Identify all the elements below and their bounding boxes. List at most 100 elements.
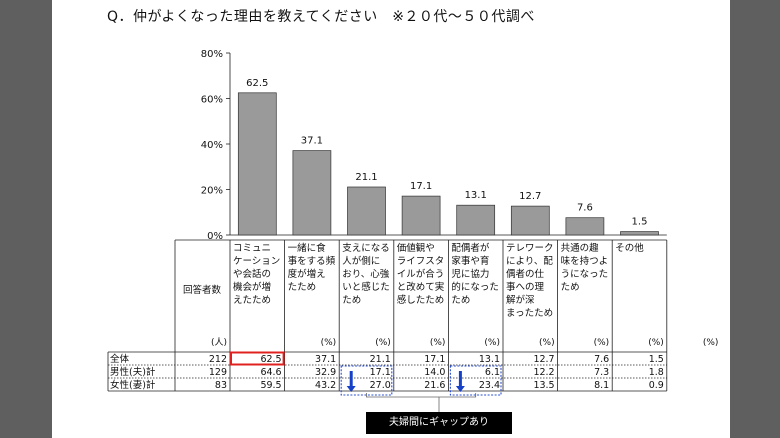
- gap-arrow-head: [455, 386, 465, 392]
- table-cell-value: 14.0: [424, 367, 445, 378]
- gap-dashed-box: [340, 365, 393, 396]
- row-count: 83: [215, 380, 227, 391]
- unit-label: (%): [648, 338, 664, 348]
- table-cell-value: 7.6: [594, 354, 609, 365]
- y-tick-label: 0%: [207, 231, 223, 242]
- category-label: 的になった: [451, 281, 499, 293]
- bar: [237, 92, 277, 236]
- table-cell-value: 32.9: [315, 367, 336, 378]
- bar-value-label: 13.1: [465, 190, 487, 201]
- row-count: 212: [209, 354, 227, 365]
- category-label: 価値観や: [397, 242, 435, 254]
- bar: [510, 205, 550, 236]
- table-cell-value: 0.9: [649, 380, 664, 391]
- category-label: ため: [342, 295, 361, 306]
- category-label: その他: [615, 242, 644, 254]
- table-cell-value: 12.2: [533, 367, 554, 378]
- gap-dashed-box: [449, 365, 502, 396]
- unit-label: (%): [594, 338, 610, 348]
- bar-value-label: 17.1: [410, 181, 432, 192]
- unit-label: (%): [703, 338, 719, 348]
- table-cell-value: 23.4: [479, 380, 500, 391]
- row-label: 女性(妻)計: [110, 379, 156, 391]
- table-cell-value: 27.0: [370, 380, 391, 391]
- bar-value-label: 62.5: [246, 78, 268, 89]
- category-label: 感したため: [397, 294, 445, 306]
- category-label: 度が増え: [288, 268, 326, 280]
- table-cell-value: 6.1: [485, 367, 500, 378]
- category-label: ため: [561, 282, 580, 293]
- category-label: 共通の趣: [561, 242, 600, 254]
- table-cell-value: 17.1: [424, 354, 445, 365]
- bar: [292, 150, 332, 236]
- category-label: イルが合う: [397, 268, 445, 280]
- category-label: 人が側に: [342, 255, 380, 267]
- gap-arrow-head: [346, 386, 356, 392]
- highlight-box: [230, 351, 285, 366]
- callout-connector: [366, 393, 477, 398]
- y-tick-label: 60%: [201, 95, 223, 106]
- category-label: 支えになる: [342, 242, 390, 254]
- table-cell-value: 62.5: [260, 354, 281, 365]
- category-label: 一緒に食: [288, 242, 327, 254]
- category-label: 事をする頻: [288, 255, 336, 267]
- category-label: と改めて実: [397, 281, 445, 293]
- category-label: 解が深: [506, 294, 535, 306]
- table-header-label: 回答者数: [183, 284, 222, 296]
- bar-value-label: 1.5: [632, 217, 648, 228]
- category-label: えたため: [233, 295, 271, 306]
- bar: [347, 186, 386, 236]
- table-cell-value: 12.7: [533, 354, 554, 365]
- category-label: テレワーク: [506, 243, 554, 254]
- unit-label: (%): [375, 338, 391, 348]
- table-cell-value: 13.5: [533, 380, 554, 391]
- category-label: 味を持つよ: [561, 255, 609, 267]
- table-cell-value: 8.1: [594, 380, 609, 391]
- category-label: ため: [451, 295, 470, 306]
- category-label: まったため: [506, 308, 553, 319]
- row-label: 全体: [110, 353, 130, 365]
- category-label: おり、心強: [342, 268, 390, 280]
- bar-value-label: 37.1: [301, 136, 323, 147]
- bar-value-label: 21.1: [355, 172, 377, 183]
- bar: [620, 231, 659, 236]
- row-count: 129: [209, 367, 227, 378]
- bar: [565, 217, 605, 236]
- table-cell-value: 21.1: [370, 354, 391, 365]
- table-cell-value: 17.1: [370, 367, 391, 378]
- table-cell-value: 13.1: [479, 354, 500, 365]
- unit-label: (人): [211, 337, 227, 348]
- category-label: たため: [288, 282, 317, 293]
- row-label: 男性(夫)計: [110, 366, 156, 378]
- table-cell-value: 21.6: [424, 380, 445, 391]
- gap-callout: 夫婦間にギャップあり: [366, 412, 512, 434]
- question-title: Q．仲がよくなった理由を教えてください ※２０代～５０代調べ: [107, 9, 535, 25]
- category-label: ライフスタ: [397, 256, 445, 267]
- category-label: いと感じた: [342, 281, 390, 293]
- category-label: や会話の: [233, 268, 271, 280]
- category-label: ケーション: [233, 256, 280, 267]
- y-tick-label: 80%: [201, 49, 223, 60]
- category-label: 児に協力: [451, 268, 489, 280]
- category-label: 家事や育: [451, 255, 489, 267]
- y-tick-label: 40%: [201, 140, 223, 151]
- bar-value-label: 7.6: [577, 203, 593, 214]
- table-cell-value: 43.2: [315, 380, 336, 391]
- category-label: 機会が増: [233, 281, 271, 293]
- category-label: 事への理: [506, 281, 545, 293]
- category-label: により、配: [506, 256, 553, 267]
- left-margin: [0, 0, 52, 438]
- table-cell-value: 1.5: [649, 354, 664, 365]
- table-cell-value: 7.3: [594, 367, 609, 378]
- bar-value-label: 12.7: [519, 191, 541, 202]
- unit-label: (%): [430, 338, 446, 348]
- category-label: 配偶者が: [451, 242, 490, 254]
- category-label: 偶者の仕: [506, 268, 545, 280]
- y-tick-label: 20%: [201, 186, 223, 197]
- category-label: コミュニ: [233, 243, 271, 254]
- right-margin: [730, 0, 780, 438]
- table-cell-value: 1.8: [649, 367, 664, 378]
- table-cell-value: 64.6: [260, 367, 281, 378]
- unit-label: (%): [484, 338, 500, 348]
